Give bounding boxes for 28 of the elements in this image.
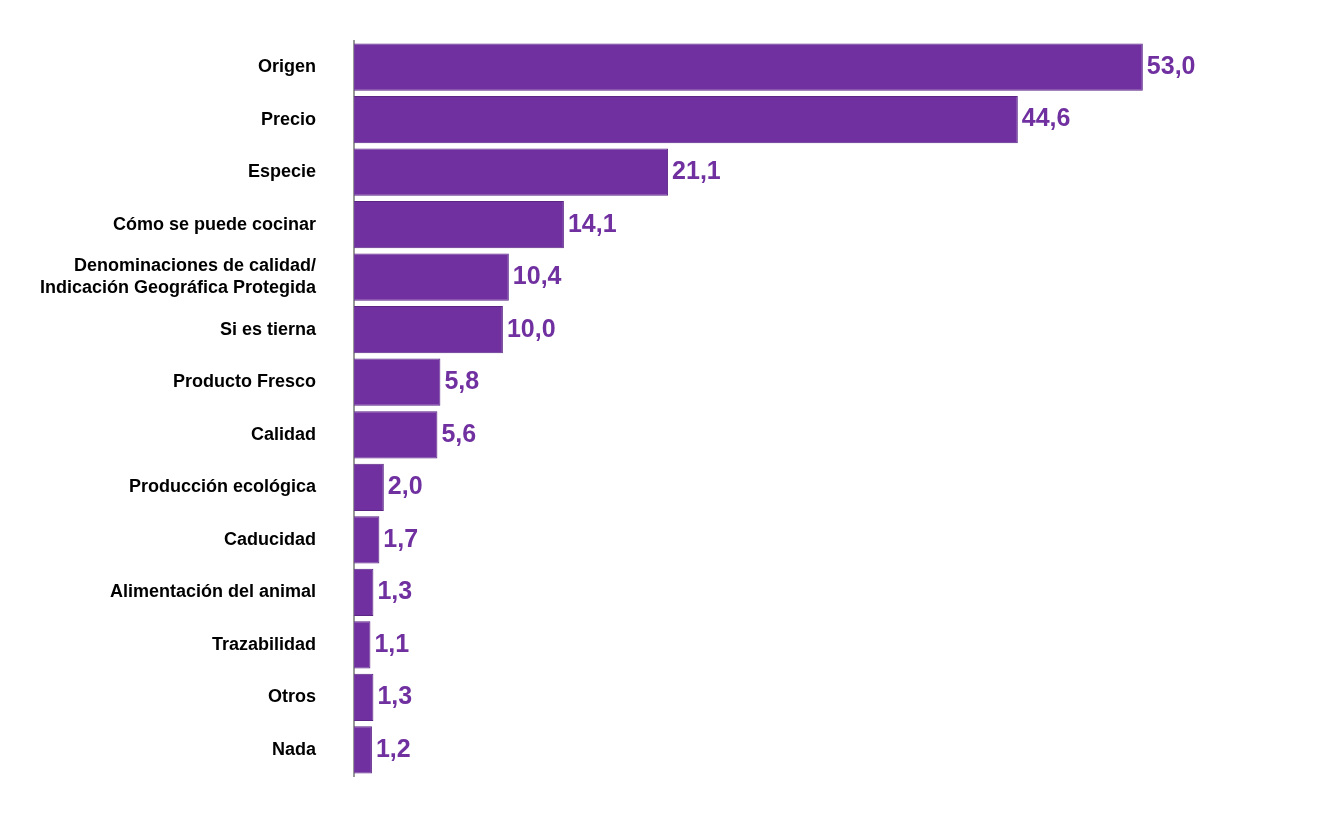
data-label: 44,6 (1021, 103, 1071, 132)
data-label: 10,4 (512, 261, 562, 290)
data-label: 53,0 (1146, 50, 1196, 79)
y-tick-label: Otros (268, 686, 317, 707)
y-tick-label: Denominaciones de calidad/ Indicación Geográfica Protegida (39, 255, 318, 297)
data-label: 14,1 (567, 208, 617, 237)
y-tick-label: Cómo se puede cocinar (113, 213, 317, 234)
y-tick-label: Trazabilidad (212, 633, 317, 654)
y-tick-label: Calidad (251, 423, 317, 444)
data-label: 1,3 (377, 576, 413, 605)
y-tick-label: Caducidad (224, 528, 317, 549)
data-label: 1,3 (377, 681, 413, 710)
data-label: 5,6 (441, 418, 477, 447)
data-label: 5,8 (444, 366, 480, 395)
data-label: 2,0 (387, 471, 423, 500)
data-label: 21,1 (672, 156, 721, 185)
data-label: 1,1 (374, 628, 410, 657)
y-tick-label: Si es tierna (220, 318, 318, 339)
y-tick-label: Producción ecológica (129, 476, 318, 497)
y-tick-label: Nada (272, 738, 318, 759)
y-tick-label: Origen (258, 56, 317, 77)
data-label: 1,7 (383, 523, 419, 552)
data-label: 10,0 (506, 313, 556, 342)
data-label: 1,2 (375, 733, 411, 762)
y-tick-label: Precio (261, 108, 317, 129)
y-tick-label: Especie (248, 161, 317, 182)
y-tick-label: Producto Fresco (173, 371, 317, 392)
y-tick-label: Alimentación del animal (110, 581, 317, 602)
